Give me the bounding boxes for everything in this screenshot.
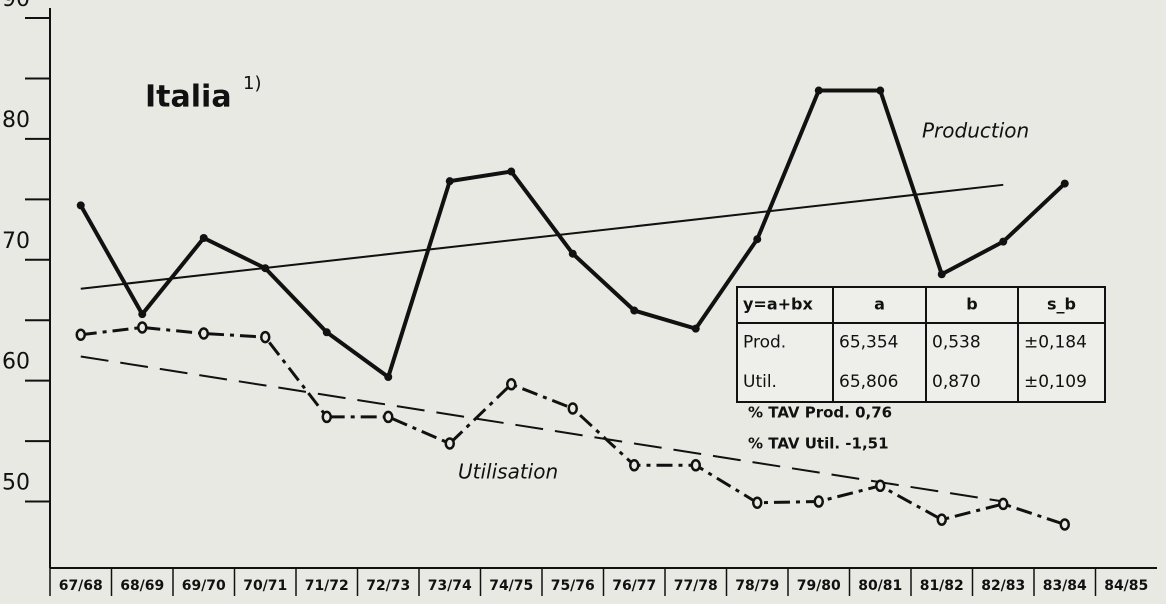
point [690,459,701,472]
x-tick-label: 73/74 [428,578,472,594]
point [814,86,823,95]
point [322,328,331,337]
trend-line [80,355,1004,503]
point [998,497,1009,511]
point [260,330,271,344]
point [936,513,947,526]
y-tick-label: 50 [2,471,30,496]
table-header: b [966,295,977,314]
x-tick-label: 79/80 [797,578,841,594]
point [506,378,517,391]
x-tick-label: 84/85 [1104,578,1148,594]
y-tick-label: 70 [2,229,30,254]
table-header: a [874,295,885,314]
table-header: y=a+bx [743,295,813,314]
table-cell: 65,354 [839,333,898,353]
note: % TAV Prod. 0,76 [748,404,892,422]
x-tick-label: 82/83 [981,578,1025,594]
x-tick-label: 83/84 [1043,578,1087,594]
point [444,437,455,450]
x-tick-label: 74/75 [489,578,533,594]
x-tick-label: 77/78 [674,578,718,594]
point [199,234,208,242]
table-header: s_b [1047,295,1076,314]
table-cell: ±0,184 [1024,333,1087,353]
note: % TAV Util. -1,51 [748,435,889,453]
point [568,249,577,258]
table-cell: 0,538 [932,333,981,353]
title-note: 1) [243,73,261,94]
table-cell: Util. [743,372,777,392]
point [1059,518,1070,531]
x-tick-label: 78/79 [735,578,779,594]
x-tick-label: 71/72 [305,578,349,594]
point [261,264,270,273]
point [445,177,454,186]
point [937,270,946,279]
x-tick-label: 70/71 [243,578,287,594]
table-cell: 0,870 [932,372,981,392]
point [813,495,824,508]
point [384,373,393,382]
point [567,402,578,415]
x-tick-label: 69/70 [182,578,226,594]
x-tick-label: 81/82 [920,578,964,594]
table-cell: ±0,109 [1024,372,1087,392]
x-tick-label: 75/76 [551,578,595,594]
x-tick-label: 76/77 [612,578,656,594]
chart-title: Italia [145,80,232,115]
x-tick-label: 80/81 [858,578,902,594]
y-tick-label: 80 [2,108,30,133]
point [999,237,1008,246]
y-tick-label: 60 [2,350,30,375]
point [138,310,147,319]
point [507,167,516,176]
point [137,321,148,334]
point [1060,179,1069,188]
point [876,86,885,95]
x-tick-label: 67/68 [59,578,103,594]
series-label: Utilisation [458,460,558,484]
point [691,324,700,333]
x-tick-label: 68/69 [120,578,164,594]
point [76,201,85,210]
y-tick-label: 90 [2,0,30,12]
x-tick-label: 72/73 [366,578,410,594]
point [752,496,763,509]
point [321,410,332,424]
table-cell: 65,806 [839,372,898,392]
table-box [736,286,1106,403]
point [753,235,762,244]
series-label: Production [922,119,1029,143]
point [383,410,394,424]
point [75,328,86,341]
trend-line [80,183,1004,290]
point [629,459,640,472]
point [198,327,209,340]
point [875,479,886,493]
point [630,306,639,315]
table-cell: Prod. [743,333,786,353]
